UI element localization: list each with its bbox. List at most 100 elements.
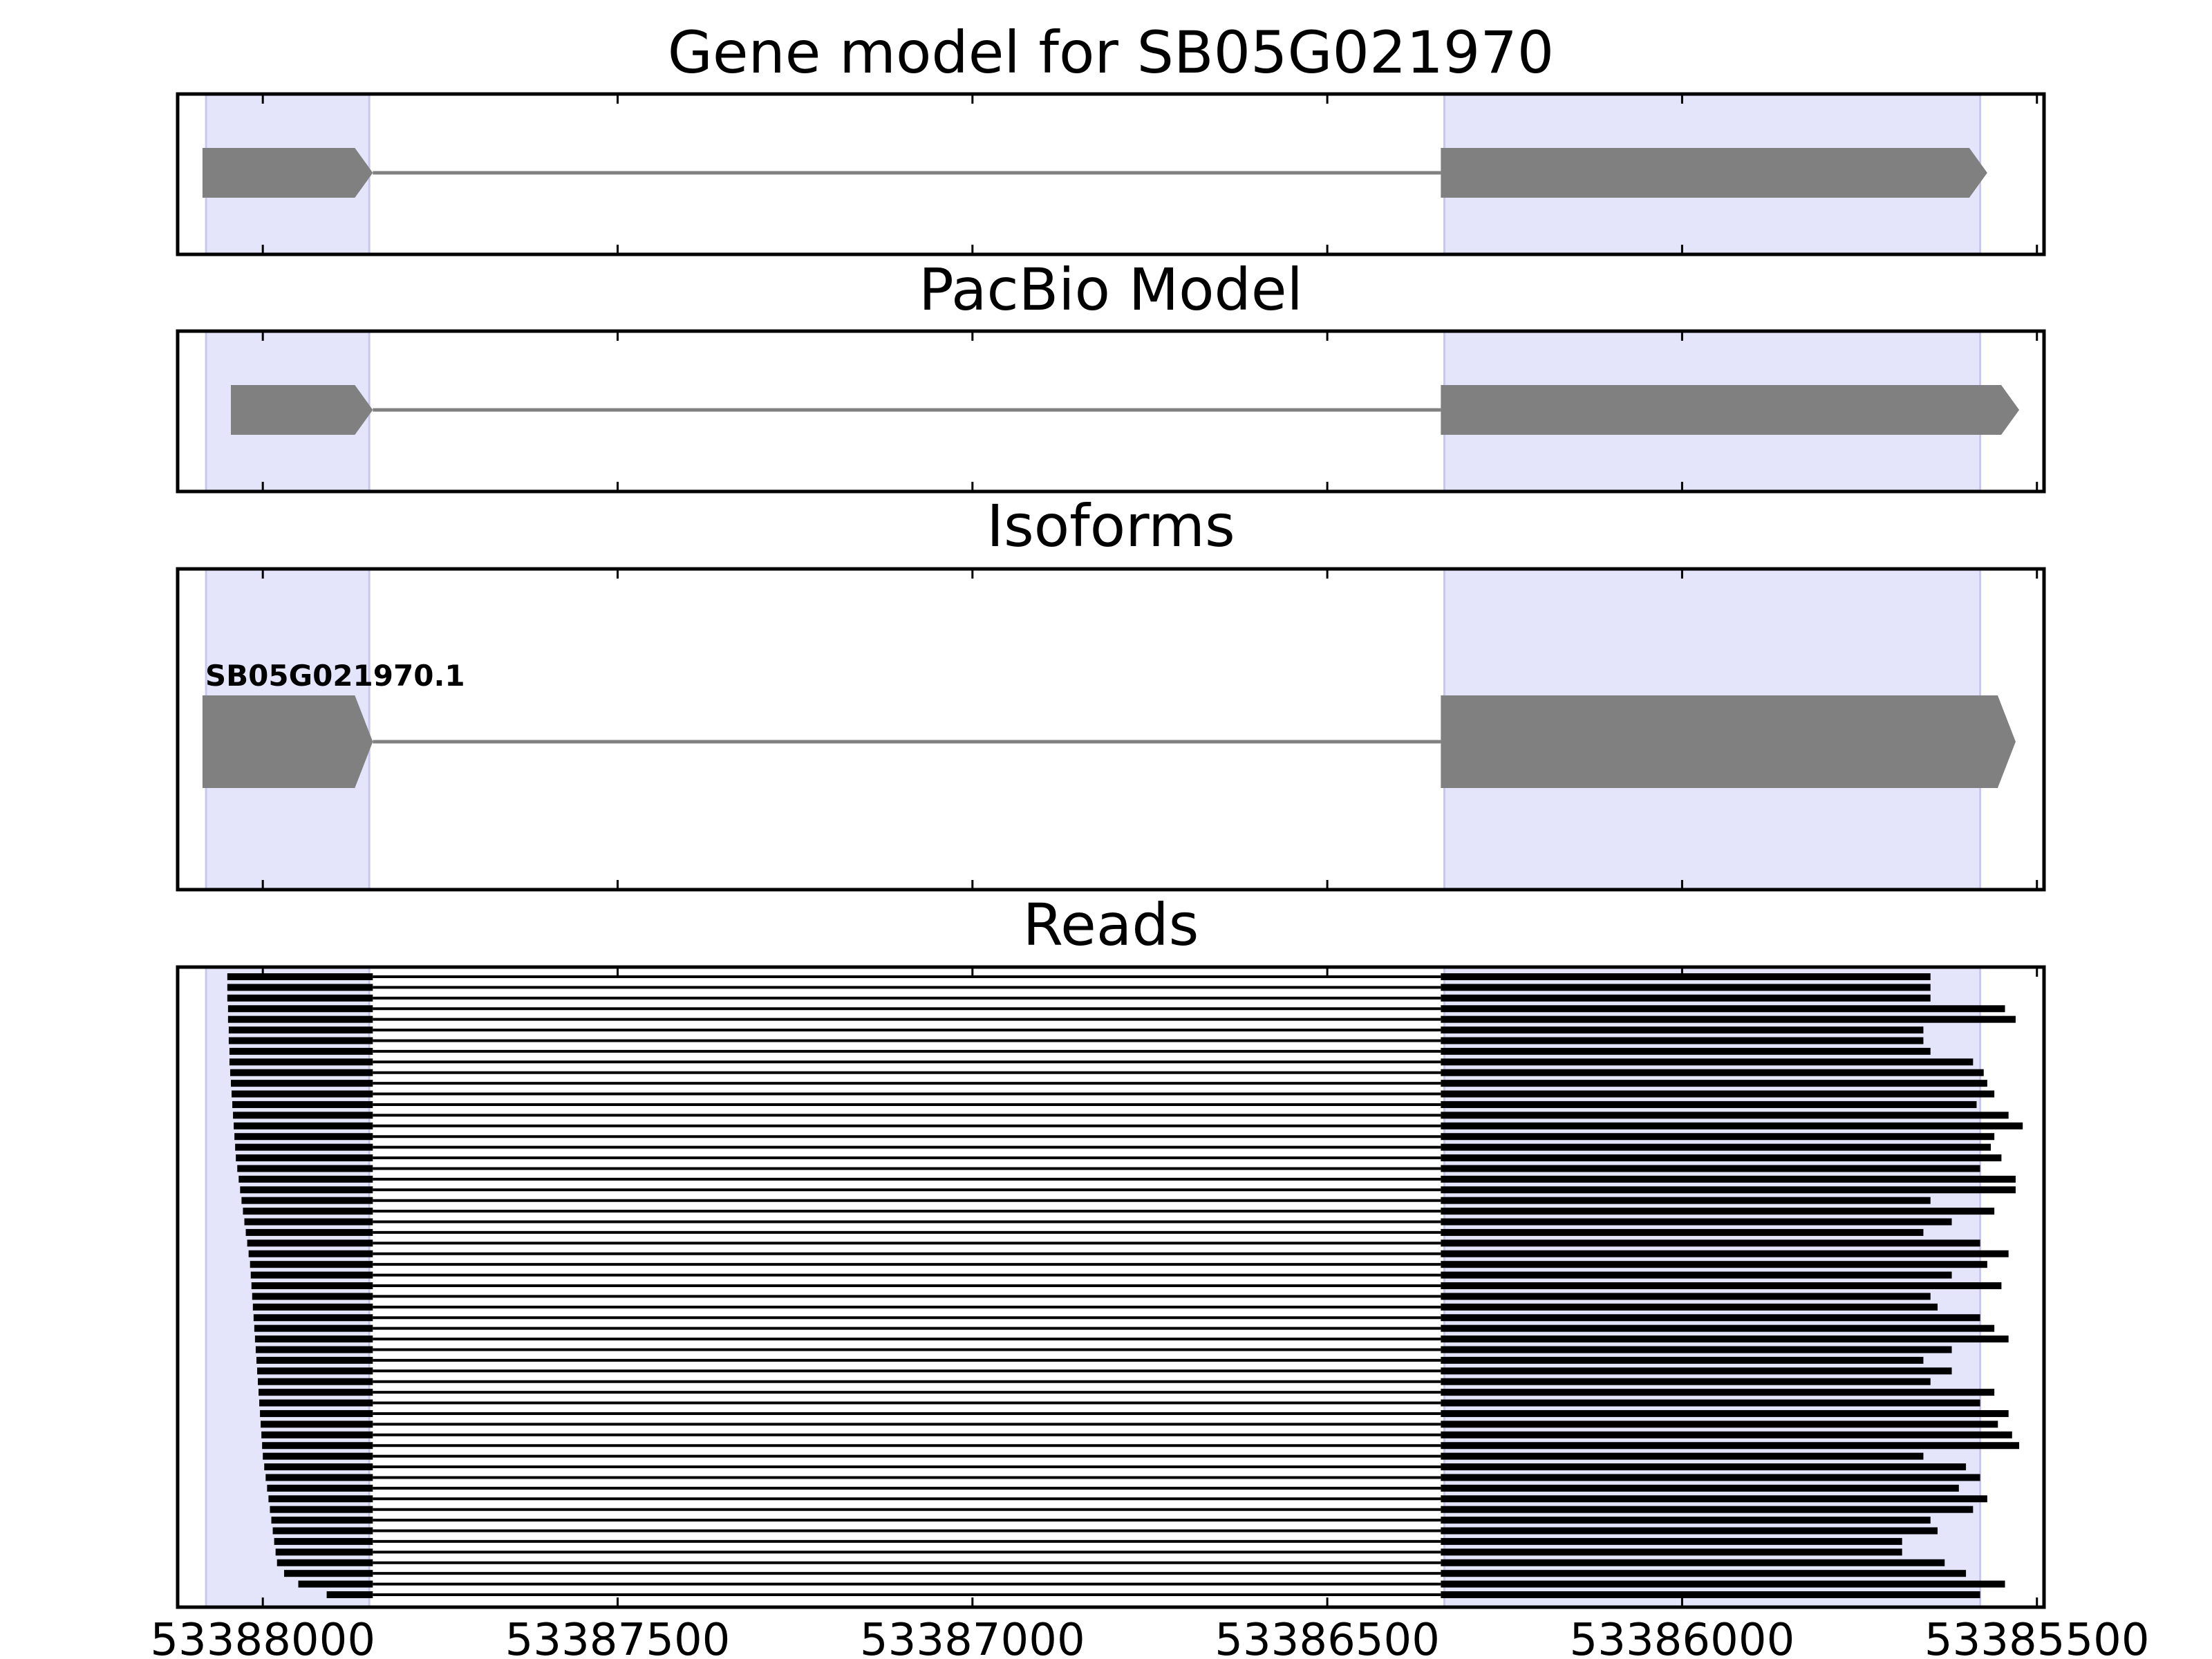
panel-gene-model: Gene model for SB05G021970 (176, 19, 2046, 256)
read-exon (260, 1409, 373, 1417)
exon-2 (1441, 148, 1987, 198)
read (271, 1517, 1931, 1524)
panel-isoforms: Isoforms SB05G021970.1 (176, 492, 2046, 892)
exon-1 (202, 148, 373, 198)
read-exon (298, 1580, 373, 1588)
read-exon (236, 1154, 373, 1162)
x-tick-label: 53388000 (150, 1615, 375, 1659)
read-exon (263, 1452, 373, 1460)
read-exon (241, 1197, 373, 1204)
x-tick-label: 53387000 (860, 1615, 1085, 1659)
read-exon (265, 1474, 373, 1481)
panels-layer: Gene model for SB05G021970 PacBio Model Is… (176, 19, 2046, 1609)
read (268, 1495, 1987, 1503)
read-exon (237, 1165, 373, 1172)
read-exon (274, 1537, 373, 1545)
read-exon (1441, 1271, 1952, 1279)
read-exon (1441, 1346, 1952, 1353)
read-exon (1441, 1506, 1974, 1513)
read (259, 1389, 1995, 1396)
read-exon (250, 1271, 373, 1279)
read (243, 1208, 1995, 1215)
read-exon (1441, 1484, 1959, 1492)
read-exon (275, 1548, 373, 1556)
read-exon (240, 1186, 373, 1194)
read-exon (1441, 1421, 1998, 1428)
read-exon (1441, 973, 1931, 980)
read-exon (1441, 1548, 1902, 1556)
read (283, 1570, 1967, 1577)
read-exon (252, 1293, 373, 1300)
read-exon (244, 1218, 373, 1226)
read (229, 1047, 1931, 1055)
panel-title-isoforms: Isoforms (986, 492, 1235, 560)
read (265, 1474, 1980, 1481)
read (256, 1367, 1952, 1375)
read-exon (1441, 1442, 2020, 1450)
read (227, 1015, 2016, 1023)
read-exon (1441, 1378, 1931, 1385)
read-exon (1441, 1058, 1974, 1066)
read (274, 1537, 1902, 1545)
panel-frame (176, 965, 2046, 1609)
read-exon (255, 1346, 373, 1353)
read-exon (1441, 1069, 1984, 1076)
read (248, 1250, 2009, 1257)
read-exon (1441, 1090, 1995, 1098)
read (260, 1409, 2009, 1417)
read (229, 1069, 1984, 1076)
x-axis: 53388000 53387500 53387000 53386500 53386000… (150, 1615, 2149, 1659)
read (234, 1122, 2023, 1130)
read (244, 1218, 1952, 1226)
read-exon (230, 1080, 373, 1087)
read-exon (1441, 1047, 1931, 1055)
read-exon (1441, 1463, 1967, 1471)
read-exon (1441, 1239, 1980, 1247)
exon-1 (230, 385, 373, 435)
read (240, 1186, 2016, 1194)
read (229, 1058, 1974, 1066)
read (262, 1442, 2020, 1450)
read-exon (227, 1015, 373, 1023)
read-exon (254, 1335, 373, 1343)
read (252, 1303, 1938, 1311)
read-exon (258, 1378, 373, 1385)
read-exon (1441, 1133, 1995, 1141)
read (233, 1112, 2009, 1119)
read (276, 1559, 1945, 1566)
read (267, 1484, 1959, 1492)
read-exon (264, 1463, 373, 1471)
read-exon (229, 1047, 373, 1055)
read-exon (227, 973, 373, 980)
x-tick-label: 53385500 (1924, 1615, 2150, 1659)
read (254, 1324, 1995, 1332)
read-exon (1441, 1559, 1945, 1566)
read-exon (259, 1389, 373, 1396)
isoform-label: SB05G021970.1 (205, 659, 465, 693)
read (251, 1282, 2002, 1289)
read-exon (1441, 1303, 1938, 1311)
read-exon (256, 1367, 373, 1375)
read-exon (1441, 1037, 1924, 1044)
read (264, 1463, 1967, 1471)
read-exon (1441, 1324, 1995, 1332)
read-exon (233, 1112, 373, 1119)
read-exon (270, 1506, 373, 1513)
read-exon (234, 1122, 373, 1130)
read-exon (232, 1090, 373, 1098)
read-exon (1441, 1367, 1952, 1375)
read (254, 1335, 2009, 1343)
read (256, 1356, 1924, 1364)
exon-2 (1441, 385, 2020, 435)
read-exon (227, 1005, 373, 1013)
panel-frame (176, 329, 2046, 494)
read-exon (1441, 1143, 1991, 1151)
read-exon (1441, 1218, 1952, 1226)
read (227, 1005, 2005, 1013)
panel-frame (176, 92, 2046, 256)
read-exon (248, 1250, 373, 1257)
read (236, 1154, 2002, 1162)
panel-pacbio-model: PacBio Model (176, 256, 2046, 494)
read (261, 1431, 2012, 1438)
read (232, 1100, 1977, 1108)
